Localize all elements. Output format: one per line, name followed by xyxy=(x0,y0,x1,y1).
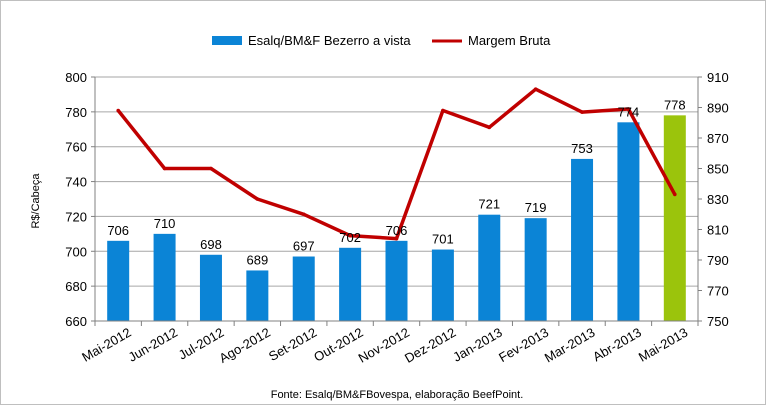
bar xyxy=(617,122,640,321)
bar-value-label: 698 xyxy=(200,237,222,252)
legend-swatch-bezerro xyxy=(212,36,242,45)
bar-value-label: 774 xyxy=(618,104,640,119)
bar-value-label: 689 xyxy=(246,252,268,267)
x-tick-label: Set-2012 xyxy=(266,325,319,364)
bar-value-label: 721 xyxy=(478,197,500,212)
bar-value-label: 753 xyxy=(571,141,593,156)
x-tick-label: Mar-2013 xyxy=(542,325,598,366)
y-tick-label: 780 xyxy=(65,105,87,120)
bar-value-label: 706 xyxy=(386,223,408,238)
line-point xyxy=(209,166,213,171)
x-tick-label: Dez-2012 xyxy=(402,325,458,366)
x-tick-label: Jun-2012 xyxy=(126,325,180,365)
y-tick-label: 660 xyxy=(65,314,87,329)
y-tick-label: 680 xyxy=(65,279,87,294)
line-point xyxy=(487,125,492,130)
line-point xyxy=(626,107,631,111)
bar-value-label: 706 xyxy=(107,223,129,238)
y-tick-label: 800 xyxy=(65,70,87,85)
bar xyxy=(663,115,686,321)
y2-tick-label: 750 xyxy=(707,314,729,329)
y2-tick-label: 830 xyxy=(707,192,729,207)
y2-tick-label: 910 xyxy=(707,70,729,85)
bar-value-label: 701 xyxy=(432,232,454,247)
bar xyxy=(524,218,547,321)
y2-tick-label: 890 xyxy=(707,101,729,116)
bar xyxy=(153,233,176,321)
bar-value-label: 702 xyxy=(339,230,361,245)
line-point xyxy=(116,108,120,113)
bar-value-label: 778 xyxy=(664,97,686,112)
x-tick-label: Mai-2013 xyxy=(636,325,690,365)
line-point xyxy=(394,236,399,241)
bar xyxy=(199,254,222,321)
bar xyxy=(246,270,269,321)
bar-value-label: 710 xyxy=(154,216,176,231)
line-point xyxy=(673,192,677,197)
x-tick-label: Nov-2012 xyxy=(356,325,412,366)
y2-tick-label: 770 xyxy=(707,284,729,299)
x-tick-label: Abr-2013 xyxy=(590,325,644,365)
bar-value-label: 697 xyxy=(293,239,315,254)
x-tick-label: Ago-2012 xyxy=(217,325,273,366)
legend-label-bezerro: Esalq/BM&F Bezerro a vista xyxy=(248,33,411,48)
y2-tick-label: 790 xyxy=(707,253,729,268)
x-tick-label: Out-2012 xyxy=(311,325,365,365)
y2-tick-label: 870 xyxy=(707,131,729,146)
line-point xyxy=(348,233,352,238)
x-tick-label: Fev-2013 xyxy=(496,325,551,365)
y-tick-label: 740 xyxy=(65,175,87,190)
bar xyxy=(292,256,315,321)
bar xyxy=(107,240,130,321)
bar xyxy=(478,214,501,321)
y-tick-label: 700 xyxy=(65,244,87,259)
y-tick-label: 720 xyxy=(65,209,87,224)
line-point xyxy=(255,197,260,201)
line-point xyxy=(162,166,167,171)
line-point xyxy=(580,110,584,114)
y2-tick-label: 850 xyxy=(707,162,729,177)
bar xyxy=(431,249,454,321)
line-point xyxy=(533,87,538,91)
y-axis-title: R$/Cabeça xyxy=(30,173,42,229)
x-tick-label: Jan-2013 xyxy=(450,325,504,365)
bar-value-label: 719 xyxy=(525,200,547,215)
legend: Esalq/BM&F Bezerro a vista Margem Bruta xyxy=(212,33,551,48)
bar xyxy=(339,247,362,321)
line-point xyxy=(301,212,306,217)
source-note: Fonte: Esalq/BM&FBovespa, elaboração Bee… xyxy=(271,389,524,401)
x-tick-label: Mai-2012 xyxy=(79,325,133,365)
y-tick-label: 760 xyxy=(65,140,87,155)
bar xyxy=(385,240,408,321)
line-point xyxy=(441,108,445,113)
y2-tick-label: 810 xyxy=(707,223,729,238)
legend-label-margem: Margem Bruta xyxy=(468,33,551,48)
bar xyxy=(571,158,594,321)
